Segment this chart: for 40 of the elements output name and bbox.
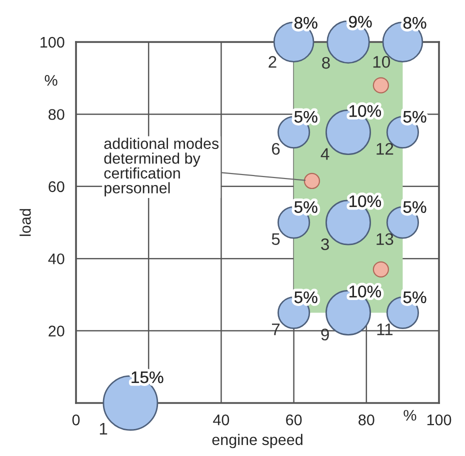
annotation: 12 [376, 142, 394, 155]
text: % [404, 410, 416, 421]
y-tick-label: 80 [48, 109, 64, 120]
annotation: 10% [350, 286, 382, 298]
annotation: 5% [403, 201, 426, 213]
y-tick-label: 60 [48, 181, 64, 192]
point [304, 172, 320, 190]
x-tick-label: 0 [72, 414, 80, 426]
annotation: 8% [294, 16, 318, 29]
x-tick-label: 40 [213, 414, 230, 426]
annotation: 5% [294, 291, 318, 304]
annotation: 9% [349, 16, 372, 28]
annotation: 9 [321, 328, 329, 340]
annotation: 8 [322, 56, 330, 69]
annotation: 5% [294, 110, 318, 123]
annotation: additional modes determined by certification personnel [104, 138, 219, 196]
x-tick-label: 80 [358, 414, 374, 426]
annotation: 1 [100, 423, 108, 434]
y-tick-label: 20 [48, 326, 64, 336]
x-tick-label: 60 [286, 414, 302, 426]
annotation: 8% [403, 16, 426, 29]
y-tick-label: 100 [40, 36, 64, 48]
text: % [44, 75, 58, 86]
y-tick-label: 40 [48, 253, 64, 264]
annotation: 5% [294, 201, 318, 213]
annotation: 2 [268, 56, 276, 68]
annotation: 13 [376, 233, 394, 245]
annotation: 10% [350, 195, 382, 208]
y-axis-title: load [20, 209, 31, 236]
x-tick-label: 100 [427, 414, 452, 426]
annotation: 5 [272, 233, 280, 245]
x-axis-title: engine speed [212, 434, 302, 448]
annotation: 10% [350, 105, 382, 117]
annotation: 3 [321, 238, 329, 250]
point [372, 261, 389, 278]
point [372, 77, 389, 94]
annotation: 4 [320, 148, 330, 160]
annotation: 6 [272, 142, 280, 155]
annotation: 5% [403, 291, 426, 304]
annotation: 10 [373, 56, 390, 68]
